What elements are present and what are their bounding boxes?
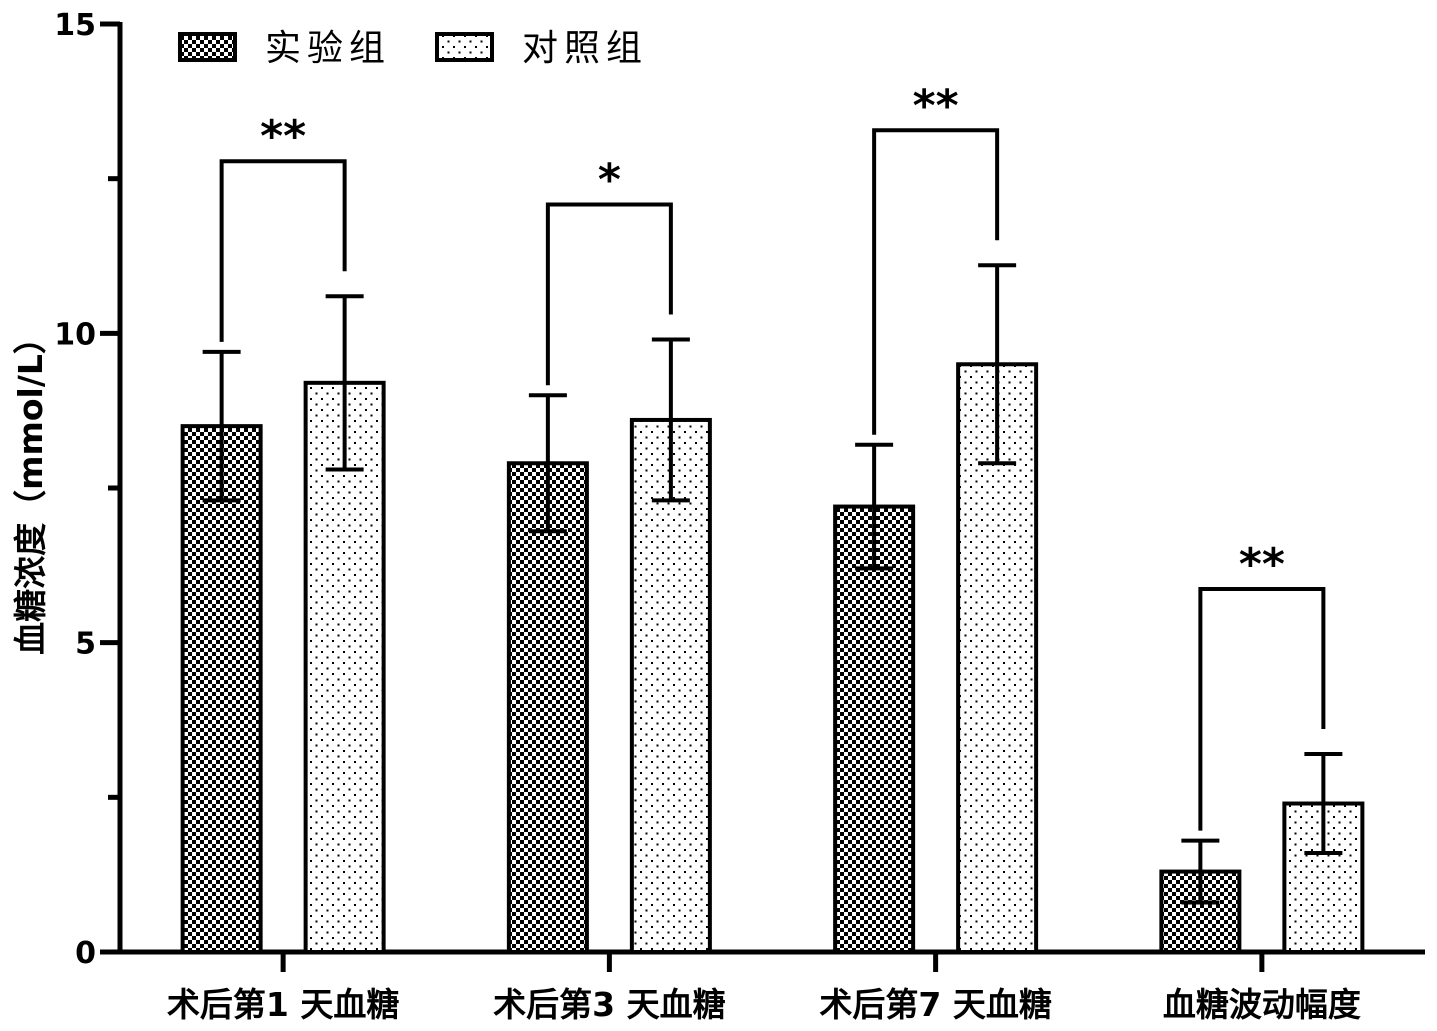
significance-label: ** [913, 80, 959, 131]
bar-series-1 [833, 504, 916, 954]
bar-series-2 [629, 417, 712, 954]
x-tick-label: 血糖波动幅度 [1163, 985, 1361, 1024]
significance-label: ** [1239, 539, 1285, 590]
x-tick-label: 术后第1 天血糖 [167, 985, 399, 1024]
legend-swatch-series-1 [178, 32, 237, 62]
legend-swatch-series-2 [435, 32, 494, 62]
x-tick-label: 术后第7 天血糖 [819, 985, 1051, 1024]
bar-series-1 [180, 424, 263, 954]
bar-series-1 [506, 461, 589, 954]
legend-label-series-2: 对照组 [522, 28, 648, 69]
legend-label-series-1: 实验组 [265, 28, 391, 69]
y-tick-label: 10 [54, 317, 96, 352]
x-tick-label: 术后第3 天血糖 [493, 985, 725, 1024]
y-tick-label: 5 [75, 627, 96, 662]
significance-label: * [598, 155, 621, 206]
y-tick-label: 15 [54, 8, 96, 43]
legend: 实验组 对照组 [178, 28, 648, 69]
y-axis-label: 血糖浓度（mmol/L） [11, 321, 50, 655]
plot-area: 0 5 10 15 术后第1 天血糖 ** 术后第3 天血糖 * 术后第7 天血糖 ** 血糖波动幅… [54, 8, 1425, 1024]
y-tick-label: 0 [75, 936, 96, 971]
significance-label: ** [260, 111, 306, 162]
bar-series-2 [303, 380, 386, 954]
significance-bracket [1198, 587, 1326, 831]
significance-bracket [545, 202, 673, 386]
significance-bracket [219, 159, 347, 342]
significance-bracket [872, 128, 1000, 435]
